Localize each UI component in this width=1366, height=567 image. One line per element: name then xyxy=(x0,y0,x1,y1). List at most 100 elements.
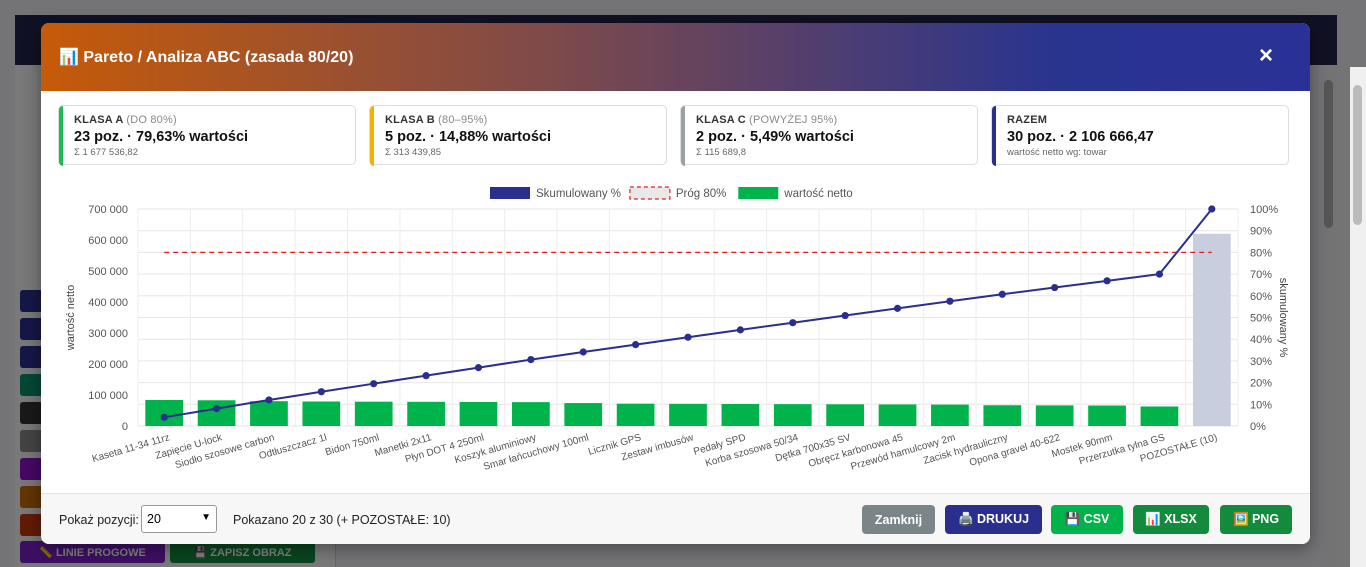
card-value: 23 poz. · 79,63% wartości xyxy=(74,129,249,145)
cumulative-point xyxy=(946,297,954,305)
chevron-down-icon: ▼ xyxy=(201,512,211,523)
cumulative-point xyxy=(160,413,168,421)
cumulative-point xyxy=(579,348,587,356)
y-tick-label: 400 000 xyxy=(88,297,128,309)
bar xyxy=(354,401,393,426)
y2-tick-label: 80% xyxy=(1250,247,1272,259)
cumulative-point xyxy=(1103,277,1111,285)
card-accent xyxy=(992,106,996,166)
bar xyxy=(931,404,969,426)
bar xyxy=(407,401,445,426)
cumulative-point xyxy=(212,405,221,413)
y-tick-label: 700 000 xyxy=(88,204,128,216)
shown-info: Pokazano 20 z 30 (+ POZOSTAŁE: 10) xyxy=(233,513,451,527)
bar xyxy=(669,403,707,426)
bar xyxy=(145,399,184,426)
bar xyxy=(1035,405,1074,426)
bar xyxy=(826,404,864,426)
page-scrollbar-thumb[interactable] xyxy=(1353,85,1362,225)
bar xyxy=(1088,405,1126,426)
cumulative-point xyxy=(1208,205,1216,213)
card-sublabel: (powyżej 95%) xyxy=(749,114,838,126)
card-label: Razem xyxy=(1007,114,1048,126)
bar xyxy=(302,401,341,426)
show-positions-select[interactable]: 20 ▼ xyxy=(141,505,217,533)
bar xyxy=(564,403,603,426)
card-total: Razem 30 poz. · 2 106 666,47 wartość net… xyxy=(991,105,1289,166)
legend-swatch xyxy=(738,187,779,199)
y2-tick-label: 10% xyxy=(1250,399,1272,411)
card-label: Klasa A xyxy=(74,114,124,126)
cumulative-point xyxy=(736,326,744,334)
card-class-b: Klasa B (80–95%) 5 poz. · 14,88% wartośc… xyxy=(369,105,667,166)
y-tick-label: 500 000 xyxy=(88,266,128,278)
y-tick-label: 300 000 xyxy=(88,328,128,340)
card-value: 30 poz. · 2 106 666,47 xyxy=(1007,129,1154,145)
y-tick-label: 600 000 xyxy=(88,235,128,247)
y2-axis-title: skumulowany % xyxy=(1277,278,1289,358)
card-value: 2 poz. · 5,49% wartości xyxy=(696,129,854,145)
print-button[interactable]: 🖨️ DRUKUJ xyxy=(945,505,1042,534)
card-accent xyxy=(370,106,374,166)
cumulative-point xyxy=(1155,270,1164,278)
card-sublabel: (80–95%) xyxy=(438,114,488,126)
close-icon[interactable]: × xyxy=(1259,42,1274,69)
y-tick-label: 0 xyxy=(122,421,128,433)
csv-button[interactable]: 💾 CSV xyxy=(1051,505,1123,534)
bar xyxy=(616,403,655,426)
cumulative-point xyxy=(265,396,273,404)
card-accent xyxy=(681,106,685,166)
y2-tick-label: 40% xyxy=(1250,334,1272,346)
modal-title: 📊 Pareto / Analiza ABC (zasada 80/20) xyxy=(59,49,354,66)
bar xyxy=(1192,233,1231,426)
bar xyxy=(459,401,498,426)
y2-tick-label: 60% xyxy=(1250,291,1272,303)
bar xyxy=(878,404,917,426)
chart-svg: 0 100 000 200 000 300 000 400 000 500 000 600 … xyxy=(65,186,1289,473)
card-note: wartość netto wg: towar xyxy=(1007,147,1107,158)
legend-label: wartość netto xyxy=(783,188,852,200)
card-class-a: Klasa A (do 80%) 23 poz. · 79,63% wartoś… xyxy=(58,105,356,166)
bar xyxy=(773,404,812,426)
y2-tick-label: 50% xyxy=(1250,313,1272,325)
xlsx-button[interactable]: 📊 XLSX xyxy=(1133,505,1209,534)
modal-header: 📊 Pareto / Analiza ABC (zasada 80/20) × xyxy=(41,23,1310,91)
card-note: Σ 1 677 536,82 xyxy=(74,147,138,158)
show-positions-value: 20 xyxy=(147,512,161,526)
card-note: Σ 115 689,8 xyxy=(696,147,747,158)
card-label: Klasa B xyxy=(385,114,435,126)
legend-label: Skumulowany % xyxy=(536,188,621,200)
card-note: Σ 313 439,85 xyxy=(385,147,442,158)
pareto-chart: 0 100 000 200 000 300 000 400 000 500 000 600 … xyxy=(58,181,1294,492)
y2-tick-label: 20% xyxy=(1250,378,1272,390)
pareto-modal: 📊 Pareto / Analiza ABC (zasada 80/20) × … xyxy=(41,23,1310,544)
legend-swatch xyxy=(629,186,671,200)
legend-swatch xyxy=(490,187,530,199)
card-accent xyxy=(59,106,63,166)
y-tick-label: 200 000 xyxy=(88,359,128,371)
bar xyxy=(983,405,1022,426)
cumulative-point xyxy=(632,341,640,349)
card-label: Klasa C xyxy=(696,114,746,126)
cumulative-point xyxy=(893,304,902,312)
cumulative-point xyxy=(474,364,483,372)
legend-label: Próg 80% xyxy=(676,188,727,200)
cumulative-point xyxy=(684,333,692,341)
cumulative-point xyxy=(422,372,430,380)
y2-tick-label: 70% xyxy=(1250,269,1272,281)
bar xyxy=(721,403,760,426)
y2-tick-label: 100% xyxy=(1250,204,1278,216)
cumulative-line xyxy=(164,208,1213,419)
y-axis-title: wartość netto xyxy=(65,285,77,351)
bar xyxy=(512,402,550,426)
bar xyxy=(250,401,288,426)
close-button[interactable]: Zamknij xyxy=(862,505,935,534)
cumulative-point xyxy=(789,319,797,327)
png-button[interactable]: 🖼️ PNG xyxy=(1220,505,1292,534)
modal-footer: Pokaż pozycji: 20 ▼ Pokazano 20 z 30 (+ … xyxy=(41,493,1310,544)
cumulative-point xyxy=(841,311,849,320)
cumulative-point xyxy=(1051,283,1059,292)
x-tick-label: Bidon 750ml xyxy=(324,432,380,458)
y2-tick-label: 30% xyxy=(1250,356,1272,368)
card-sublabel: (do 80%) xyxy=(126,114,177,126)
